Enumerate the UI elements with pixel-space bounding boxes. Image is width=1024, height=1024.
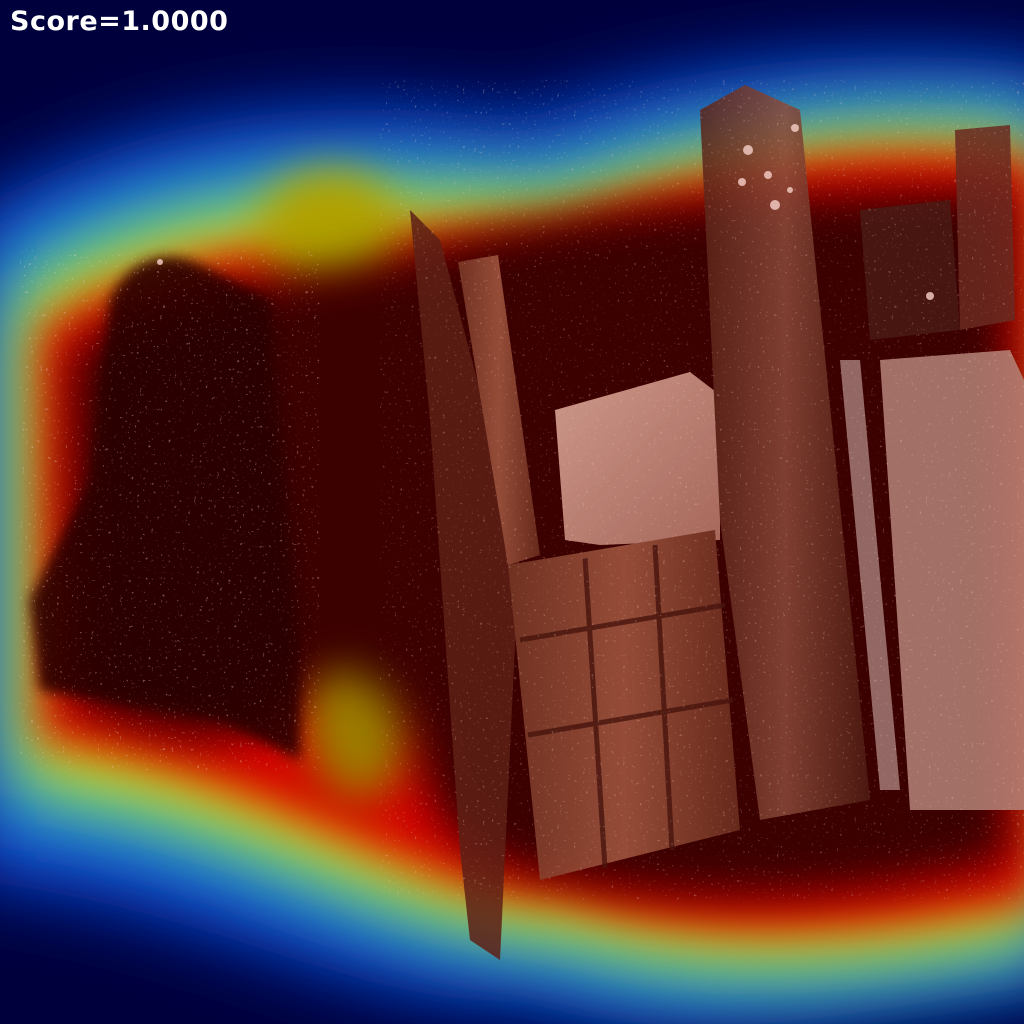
score-label: Score=1.0000 [10,6,229,37]
